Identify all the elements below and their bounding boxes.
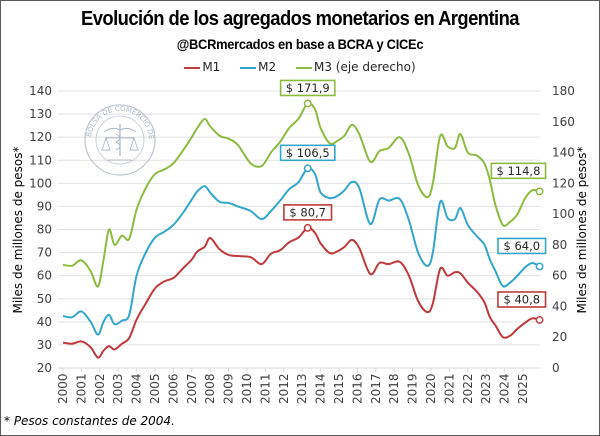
- y-tick-label-left: 100: [29, 176, 52, 190]
- y-tick-label-left: 80: [37, 223, 52, 237]
- logo-serpent: [114, 133, 121, 151]
- footnote: * Pesos constantes de 2004.: [4, 414, 175, 428]
- bcr-watermark-logo: BOLSA DE COMERCIO DE ROSARIO: [84, 104, 156, 176]
- x-tick-label: 2012: [277, 373, 291, 404]
- x-tick-label: 2015: [332, 373, 346, 404]
- x-tick-label: 2008: [203, 373, 217, 404]
- y-tick-label-right: 40: [552, 299, 567, 313]
- legend-swatch-m1: [184, 66, 201, 69]
- y-tick-label-right: 80: [552, 238, 567, 252]
- legend-swatch-m3: [295, 66, 312, 69]
- x-tick-label: 2024: [498, 373, 512, 404]
- gridlines: [58, 90, 540, 369]
- data-labels: $ 171,9 $ 106,5 $ 80,7 $ 114,8 $ 64,0 $ 40,8: [279, 79, 547, 324]
- data-marker-m3: [535, 187, 544, 196]
- x-tick-label: 2002: [93, 373, 107, 404]
- x-tick-label: 2000: [56, 373, 70, 404]
- y-axis-left: 20 30 40 50 60 70 80 90 100 110 120 130 140: [29, 84, 52, 375]
- legend-item-m1: M1: [184, 60, 220, 74]
- x-tick-label: 2001: [74, 373, 88, 404]
- data-marker-m1: [535, 316, 544, 324]
- logo-scale-pans: [101, 136, 139, 151]
- data-label-box-m1: [283, 204, 333, 221]
- y-tick-label-left: 110: [29, 153, 52, 167]
- logo-outer-ring: [84, 104, 156, 176]
- data-label-m2: $ 106,5: [286, 146, 330, 160]
- x-tick-label: 2011: [258, 373, 272, 404]
- data-marker-m2: [535, 262, 544, 271]
- legend-label-m2: M2: [258, 60, 277, 74]
- x-tick-label: 2005: [148, 373, 162, 404]
- x-tick-label: 2018: [387, 373, 401, 404]
- x-tick-label: 2009: [222, 373, 236, 404]
- y-axis-left-title: Miles de millones de pesos*: [11, 146, 25, 313]
- data-label-m3: $ 171,9: [286, 81, 330, 95]
- y-tick-label-right: 140: [552, 146, 575, 160]
- y-tick-label-left: 20: [37, 361, 52, 375]
- y-tick-label-left: 90: [37, 199, 52, 213]
- series-line-m3: [62, 102, 540, 288]
- x-tick-label: 2007: [185, 373, 199, 404]
- data-label-box-m2: [279, 144, 336, 162]
- y-tick-label-left: 120: [29, 130, 52, 144]
- y-tick-label-right: 60: [552, 269, 567, 283]
- legend-item-m2: M2: [240, 60, 276, 74]
- y-tick-label-right: 180: [552, 84, 575, 98]
- logo-inner-ring: [95, 115, 145, 165]
- x-tick-label: 2019: [406, 373, 420, 404]
- y-tick-label-left: 130: [29, 107, 52, 121]
- data-label-m3: $ 114,8: [497, 164, 541, 178]
- legend-item-m3: M3 (eje derecho): [295, 60, 416, 74]
- x-tick-label: 2010: [240, 373, 254, 404]
- y-tick-label-left: 40: [37, 315, 52, 329]
- legend: M1 M2 M3 (eje derecho): [0, 60, 600, 74]
- x-tick-label: 2014: [314, 373, 328, 404]
- data-label-m1: $ 40,8: [503, 292, 540, 306]
- x-axis: 2000 2001 2002 2003 2004 2005 2006 2007 2008 2009…: [56, 367, 540, 404]
- y-tick-label-right: 20: [552, 330, 567, 344]
- data-label-box-m3: [279, 79, 336, 97]
- y-tick-label-left: 70: [37, 246, 52, 260]
- y-tick-label-left: 60: [37, 269, 52, 283]
- legend-swatch-m2: [240, 66, 257, 69]
- x-tick-label: 2004: [130, 373, 144, 404]
- x-tick-label: 2023: [479, 373, 493, 404]
- y-tick-label-right: 120: [552, 176, 575, 190]
- y-tick-label-right: 160: [552, 115, 575, 129]
- x-tick-label: 2025: [516, 373, 530, 404]
- x-tick-label: 2006: [166, 373, 180, 404]
- x-tick-label: 2003: [111, 373, 125, 404]
- series-line-m1: [62, 226, 540, 359]
- x-tick-label: 2017: [369, 373, 383, 404]
- y-axis-right: 0 20 40 60 80 100 120 140 160 180: [552, 84, 575, 375]
- chart-subtitle: @BCRmercados en base a BCRA y CICEc: [176, 36, 424, 52]
- y-axis-right-title: Miles de millones de pesos*: [575, 146, 589, 313]
- data-label-m1: $ 80,7: [289, 205, 326, 219]
- series-line-m2: [62, 167, 541, 336]
- y-tick-label-left: 50: [37, 292, 52, 306]
- data-label-m2: $ 64,0: [503, 239, 540, 253]
- data-marker-m1: [303, 223, 312, 232]
- x-tick-label: 2020: [424, 373, 438, 404]
- x-tick-label: 2021: [442, 373, 456, 404]
- y-tick-label-left: 140: [29, 84, 52, 98]
- legend-label-m3: M3 (eje derecho): [313, 60, 416, 74]
- chart-title: Evolución de los agregados monetarios en…: [81, 8, 520, 30]
- x-tick-label: 2013: [295, 373, 309, 404]
- y-tick-label-right: 100: [552, 207, 575, 221]
- data-label-box-m3: [490, 162, 547, 180]
- series-lines: [62, 102, 541, 359]
- y-tick-label-left: 30: [37, 338, 52, 352]
- legend-label-m1: M1: [202, 60, 221, 74]
- y-tick-label-right: 0: [552, 361, 560, 375]
- data-label-box-m1: [497, 291, 547, 308]
- x-tick-label: 2022: [461, 373, 475, 404]
- data-marker-m2: [303, 164, 312, 173]
- data-label-box-m2: [497, 237, 547, 255]
- logo-wings: [103, 127, 137, 133]
- x-tick-label: 2016: [350, 373, 364, 404]
- data-marker-m3: [303, 99, 312, 108]
